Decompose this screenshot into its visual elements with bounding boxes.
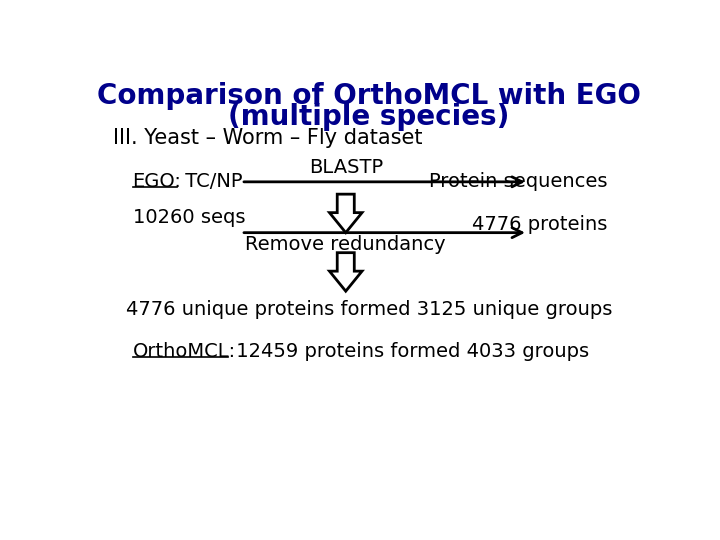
Polygon shape	[330, 194, 362, 233]
Text: 12459 proteins formed 4033 groups: 12459 proteins formed 4033 groups	[230, 342, 589, 361]
Text: EGO:: EGO:	[132, 172, 181, 191]
Text: (multiple species): (multiple species)	[228, 103, 510, 131]
Text: 4776 unique proteins formed 3125 unique groups: 4776 unique proteins formed 3125 unique …	[126, 300, 612, 319]
Text: 4776 proteins: 4776 proteins	[472, 215, 608, 234]
Text: TC/NP: TC/NP	[179, 172, 243, 191]
Text: BLASTP: BLASTP	[309, 158, 383, 178]
Text: OrthoMCL:: OrthoMCL:	[132, 342, 235, 361]
Text: Remove redundancy: Remove redundancy	[246, 235, 446, 254]
Polygon shape	[330, 253, 362, 291]
Text: 10260 seqs: 10260 seqs	[132, 208, 245, 227]
Text: III. Yeast – Worm – Fly dataset: III. Yeast – Worm – Fly dataset	[113, 128, 423, 148]
Text: Protein sequences: Protein sequences	[429, 172, 608, 191]
Text: Comparison of OrthoMCL with EGO: Comparison of OrthoMCL with EGO	[97, 82, 641, 110]
